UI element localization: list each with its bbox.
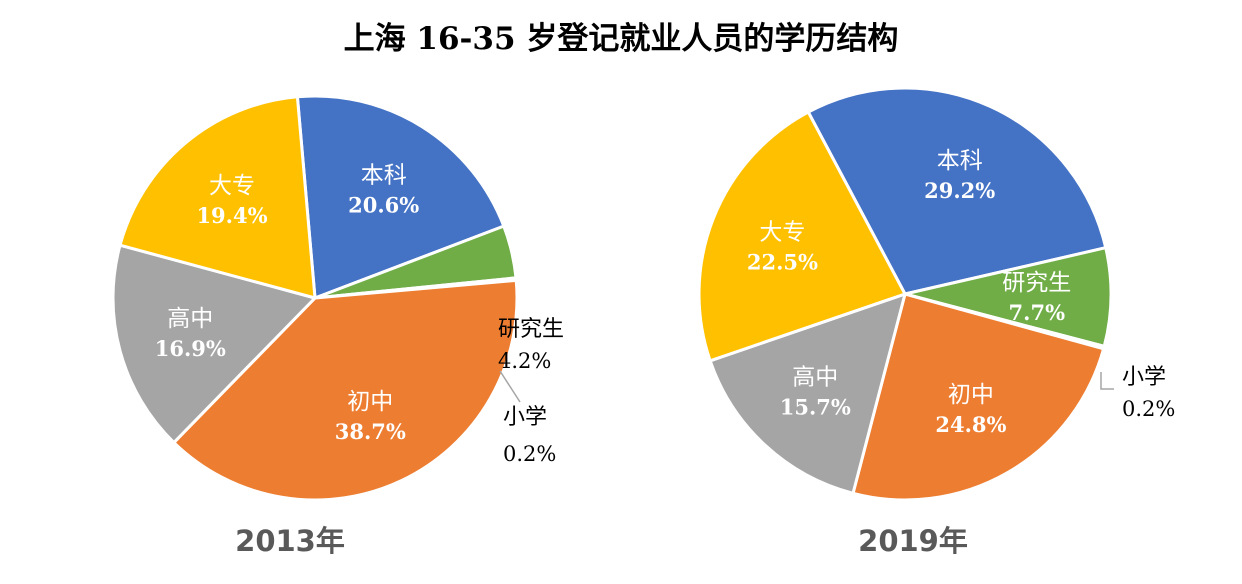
pie-2019-slice-senior-high [708,292,907,495]
pie-2019-slice-college [697,110,907,363]
pie-2019-label-value-bachelor: 29.2% [924,178,995,203]
pie-2013 [111,94,519,502]
pie-2013-label-name-senior-high: 高中 [167,306,213,332]
pie-2013-slice-junior-high [172,278,519,502]
pie-2019-label-name-senior-high: 高中 [792,365,838,391]
pie-2013-label-value-bachelor: 20.6% [348,193,419,218]
pie-2019-label-value-senior-high: 15.7% [780,395,851,420]
pie-2019-label-value-college: 22.5% [747,250,818,275]
pie-2013-label-name-junior-high: 初中 [347,389,393,415]
pie-2019-slice-junior-high [851,292,1106,502]
pie-2013-year-label: 2013年 [235,524,345,558]
pie-2013-slice-college [118,95,317,300]
pie-2013-slice-senior-high [111,243,317,445]
pie-2019-slice-bachelor [806,86,1108,296]
pie-2013-label-value-junior-high: 38.7% [335,419,406,444]
pie-2019-label-name-bachelor: 本科 [937,148,983,174]
pie-2019-leader-primary [1100,372,1114,390]
pie-2019-year-label: 2019年 [858,524,968,558]
pie-2013-label-value-primary: 0.2% [503,442,556,466]
pie-2013-labels: 本科 20.6% 研究生 4.2% 小学 0.2% 初中 38.7% 高中 16.9% 大专 19.4… [155,163,564,467]
pie-2013-label-name-college: 大专 [209,173,255,199]
pie-2019-label-value-primary: 0.2% [1122,397,1175,421]
pie-2019-slice-graduate [903,246,1113,348]
pie-2013-label-value-senior-high: 16.9% [155,336,226,361]
pie-2013-label-name-primary: 小学 [503,405,547,430]
pie-2019-label-value-graduate: 7.7% [1009,300,1066,325]
pie-2019 [697,86,1113,502]
pie-charts: 本科 20.6% 研究生 4.2% 小学 0.2% 初中 38.7% 高中 16.9% 大专 19.4… [111,86,1176,502]
pie-2013-label-value-graduate: 4.2% [498,349,551,373]
pie-2013-leader-primary [499,370,521,403]
pie-2013-label-name-graduate: 研究生 [498,317,564,342]
pie-2019-labels: 本科 29.2% 研究生 7.7% 小学 0.2% 初中 24.8% 高中 15.7% 大专 22.5… [747,148,1176,437]
pie-2019-label-name-junior-high: 初中 [948,382,994,408]
pie-2019-label-name-primary: 小学 [1122,365,1166,390]
pie-2013-slice-bachelor [295,94,506,300]
pie-2013-label-name-bachelor: 本科 [361,163,407,189]
pie-2019-label-name-graduate: 研究生 [1002,270,1071,296]
pie-2013-label-value-college: 19.4% [196,203,267,228]
pie-2019-label-name-college: 大专 [759,220,805,246]
pie-2019-label-value-junior-high: 24.8% [935,412,1006,437]
chart-title: 上海 16-35 岁登记就业人员的学历结构 [344,21,899,57]
